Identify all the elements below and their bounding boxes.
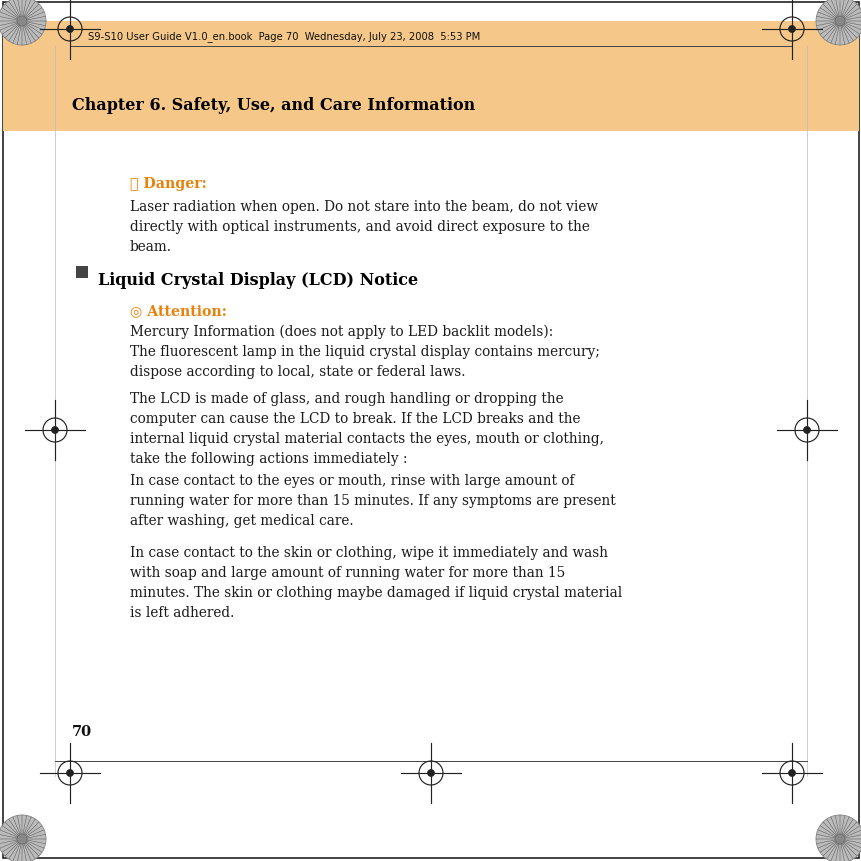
Text: ◎ Attention:: ◎ Attention: xyxy=(130,304,226,318)
Circle shape xyxy=(17,834,27,844)
Text: 70: 70 xyxy=(72,724,92,738)
Circle shape xyxy=(52,427,59,434)
Circle shape xyxy=(0,815,46,861)
Circle shape xyxy=(802,427,809,434)
Circle shape xyxy=(66,770,73,777)
Circle shape xyxy=(427,770,434,777)
Circle shape xyxy=(66,27,73,34)
Text: In case contact to the skin or clothing, wipe it immediately and wash
with soap : In case contact to the skin or clothing,… xyxy=(130,545,622,619)
Text: Laser radiation when open. Do not stare into the beam, do not view
directly with: Laser radiation when open. Do not stare … xyxy=(130,200,598,254)
Circle shape xyxy=(17,17,27,27)
Circle shape xyxy=(834,834,844,844)
Text: Chapter 6. Safety, Use, and Care Information: Chapter 6. Safety, Use, and Care Informa… xyxy=(72,96,474,114)
Text: The LCD is made of glass, and rough handling or dropping the
computer can cause : The LCD is made of glass, and rough hand… xyxy=(130,392,604,466)
Text: ✳ Danger:: ✳ Danger: xyxy=(130,177,207,191)
Circle shape xyxy=(788,770,795,777)
Text: In case contact to the eyes or mouth, rinse with large amount of
running water f: In case contact to the eyes or mouth, ri… xyxy=(130,474,615,528)
Circle shape xyxy=(815,815,861,861)
Bar xyxy=(76,267,88,279)
Circle shape xyxy=(788,27,795,34)
Circle shape xyxy=(0,0,46,46)
Text: Mercury Information (does not apply to LED backlit models):
The fluorescent lamp: Mercury Information (does not apply to L… xyxy=(130,325,599,379)
Circle shape xyxy=(834,17,844,27)
Bar xyxy=(3,22,858,132)
Circle shape xyxy=(815,0,861,46)
Text: Liquid Crystal Display (LCD) Notice: Liquid Crystal Display (LCD) Notice xyxy=(98,272,418,288)
Text: S9-S10 User Guide V1.0_en.book  Page 70  Wednesday, July 23, 2008  5:53 PM: S9-S10 User Guide V1.0_en.book Page 70 W… xyxy=(88,31,480,42)
